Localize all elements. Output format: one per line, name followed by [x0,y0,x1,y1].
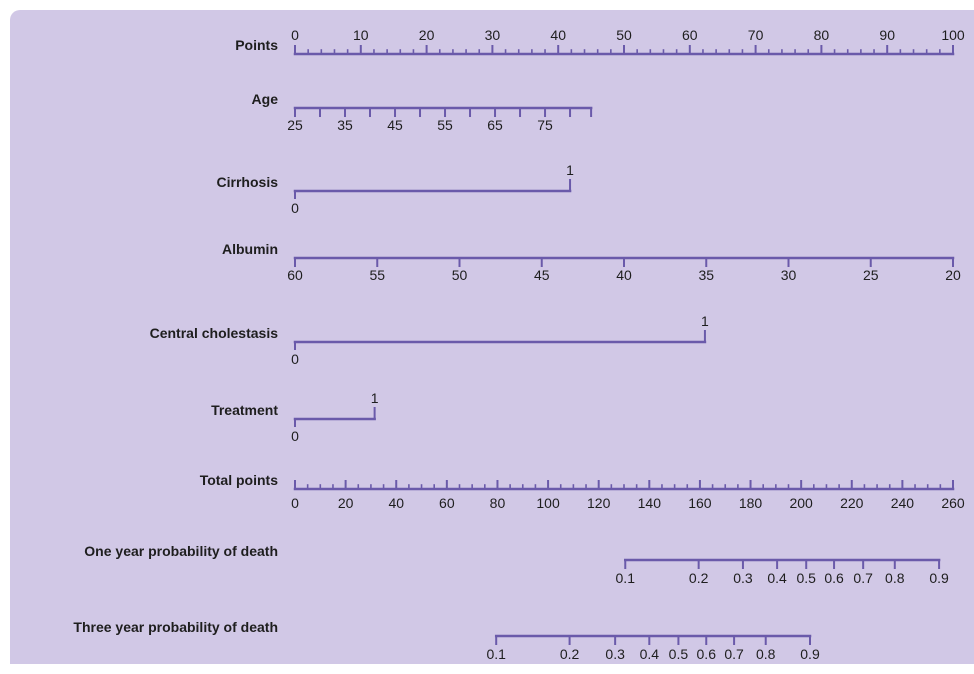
tick-label: 1 [566,162,574,178]
tick-label: 80 [490,495,506,511]
tick-label: 70 [748,27,764,43]
row-label-4: Central cholestasis [150,325,279,341]
tick-label: 0.8 [885,570,905,586]
row-label-5: Treatment [211,402,278,418]
tick-label: 0 [291,351,299,367]
tick-label: 220 [840,495,864,511]
tick-label: 10 [353,27,369,43]
tick-label: 35 [698,267,714,283]
tick-label: 40 [550,27,566,43]
tick-label: 75 [537,117,553,133]
tick-label: 0.9 [800,646,820,662]
tick-label: 160 [688,495,712,511]
row-label-8: Three year probability of death [73,619,278,635]
tick-label: 80 [814,27,830,43]
tick-label: 60 [287,267,303,283]
tick-label: 100 [941,27,965,43]
tick-label: 0 [291,200,299,216]
tick-label: 40 [616,267,632,283]
tick-label: 0.6 [697,646,717,662]
nomogram-panel [10,10,974,664]
tick-label: 0 [291,495,299,511]
tick-label: 90 [879,27,895,43]
tick-label: 30 [485,27,501,43]
tick-label: 30 [781,267,797,283]
tick-label: 20 [419,27,435,43]
tick-label: 45 [387,117,403,133]
tick-label: 0.5 [669,646,689,662]
tick-label: 50 [452,267,468,283]
tick-label: 55 [437,117,453,133]
tick-label: 0.8 [756,646,776,662]
row-label-0: Points [235,37,278,53]
tick-label: 0.5 [796,570,816,586]
tick-label: 0.3 [733,570,753,586]
row-label-1: Age [252,91,279,107]
tick-label: 0.7 [853,570,873,586]
tick-label: 50 [616,27,632,43]
row-label-2: Cirrhosis [217,174,279,190]
tick-label: 20 [945,267,961,283]
tick-label: 0.2 [560,646,580,662]
tick-label: 0.9 [929,570,949,586]
row-label-7: One year probability of death [84,543,278,559]
tick-label: 240 [891,495,915,511]
tick-label: 65 [487,117,503,133]
tick-label: 35 [337,117,353,133]
tick-label: 40 [388,495,404,511]
tick-label: 45 [534,267,550,283]
tick-label: 0.6 [824,570,844,586]
tick-label: 260 [941,495,965,511]
tick-label: 100 [536,495,560,511]
tick-label: 0.1 [616,570,636,586]
tick-label: 1 [701,313,709,329]
tick-label: 25 [287,117,303,133]
tick-label: 0.3 [605,646,625,662]
row-label-3: Albumin [222,241,278,257]
tick-label: 0 [291,428,299,444]
tick-label: 0.1 [486,646,506,662]
tick-label: 25 [863,267,879,283]
tick-label: 0.7 [724,646,744,662]
tick-label: 200 [789,495,813,511]
tick-label: 55 [369,267,385,283]
tick-label: 120 [587,495,611,511]
tick-label: 60 [439,495,455,511]
tick-label: 0.4 [767,570,787,586]
tick-label: 0 [291,27,299,43]
tick-label: 20 [338,495,354,511]
tick-label: 140 [638,495,662,511]
tick-label: 0.4 [640,646,660,662]
tick-label: 60 [682,27,698,43]
row-label-6: Total points [200,472,278,488]
tick-label: 1 [371,390,379,406]
tick-label: 180 [739,495,763,511]
tick-label: 0.2 [689,570,709,586]
